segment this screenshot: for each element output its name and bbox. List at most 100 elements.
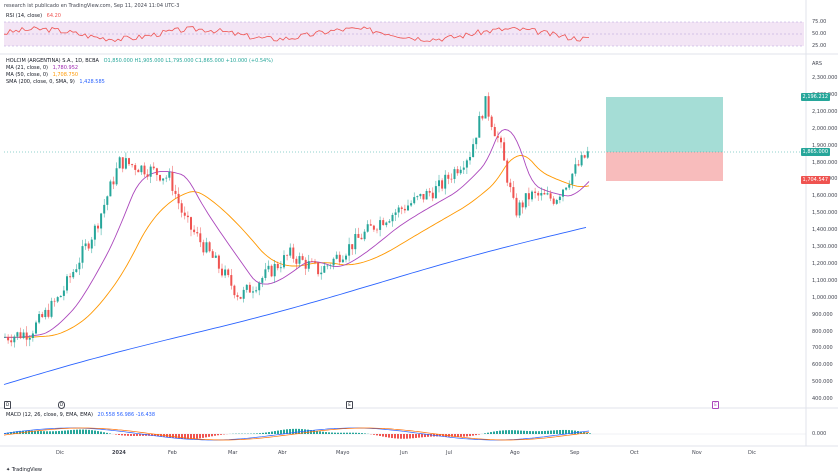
candle-body [425,190,428,200]
candle-body [413,197,416,204]
macd-bar [430,434,432,437]
macd-legend[interactable]: MACD (12, 26, close, 9, EMA, EMA) 20.558… [6,412,155,418]
candle-body [307,261,310,269]
macd-bar [523,430,525,434]
ma50-legend[interactable]: MA (50, close, 0) 1,708.750 [6,72,78,78]
candle-body [453,169,456,180]
macd-bar [505,430,507,434]
candle-body [261,277,264,283]
candle-body [385,222,388,226]
candle-body [326,265,329,267]
candle-body [341,259,344,263]
macd-bar [565,429,567,434]
candle-body [586,151,589,158]
macd-bar [559,430,561,434]
earnings-event-icon[interactable]: E [712,401,719,409]
price-tick: 800.000 [812,328,833,335]
target-zone [606,97,723,152]
macd-bar [451,434,453,437]
candle-body [44,309,47,318]
candle-body [270,265,273,277]
rsi-tick: 25.00 [812,43,827,49]
candle-body [400,207,403,209]
candle-body [202,242,205,253]
candle-body [428,190,431,193]
candle-body [180,203,183,213]
candle-body [295,258,298,264]
symbol-legend[interactable]: HOLCIM (ARGENTINA) S.A., 1D, BCBA O1,850… [6,58,273,64]
price-tick: 1,600.000 [812,193,838,200]
ma21-legend[interactable]: MA (21, close, 0) 1,780.952 [6,65,78,71]
dividend-event-icon[interactable]: D [58,401,65,409]
rsi-legend: RSI (14, close) 64.20 [6,13,61,19]
candle-body [338,254,341,263]
ma50-label: MA (50, close, 0) [6,72,49,78]
candle-body [524,193,527,208]
candle-body [478,116,481,138]
candle-body [53,300,56,302]
macd-bar [352,432,354,434]
time-tick: Mar [228,450,238,456]
stop-price-badge: 1,704.547 [800,176,830,184]
candle-body [391,214,394,222]
candle-body [279,267,282,269]
macd-bar [337,432,339,434]
candle-body [527,193,530,200]
candle-body [124,158,127,169]
candle-body [568,184,571,188]
candle-body [484,96,487,119]
candle-body [372,225,375,230]
candle-body [72,271,75,278]
candle-body [459,169,462,174]
macd-bar [70,430,72,434]
current-price-badge: 1,865.000 [800,148,830,156]
candle-body [314,261,316,263]
candle-body [469,157,471,161]
candle-body [345,255,347,260]
earnings-event-icon[interactable]: E [346,401,353,409]
macd-bar [133,434,135,436]
macd-bar [109,433,111,434]
dividend-event-icon[interactable]: D [4,401,11,409]
candle-body [224,269,227,276]
price-tick: 1,500.000 [812,210,838,217]
macd-bar [355,432,357,434]
macd-bar [544,430,546,434]
candle-body [286,255,289,256]
price-tick: 1,400.000 [812,227,838,234]
sma200-line [3,226,587,385]
macd-bar [169,434,171,438]
candle-body [540,193,543,196]
macd-bar [124,434,126,436]
price-tick: 500.000 [812,379,833,386]
sma200-legend[interactable]: SMA (200, close, 0, SMA, 9) 1,428.585 [6,79,105,85]
macd-bar [529,431,531,434]
macd-bar [55,431,57,434]
macd-bar [415,434,417,438]
macd-bar [340,432,342,434]
macd-histogram [4,428,591,440]
candle-body [329,265,332,266]
candle-body [438,180,440,187]
candle-body [450,178,453,180]
price-tick: 1,000.000 [812,294,838,301]
candle-body [515,197,518,216]
macd-bar [154,434,156,436]
macd-signal-line [3,427,590,441]
candle-body [75,269,78,272]
candle-body [4,337,6,338]
candle-body [16,332,19,337]
candle-body [69,276,72,278]
time-tick: Dic [56,450,64,456]
candle-body [190,217,192,230]
candle-body [407,205,409,211]
macd-bar [202,434,204,438]
price-tick: 1,900.000 [812,142,838,149]
macd-bar [397,434,399,439]
macd-bar [286,429,288,434]
macd-bar [64,430,66,434]
candle-body [434,186,437,199]
macd-bar [550,430,552,434]
candle-body [444,174,447,189]
